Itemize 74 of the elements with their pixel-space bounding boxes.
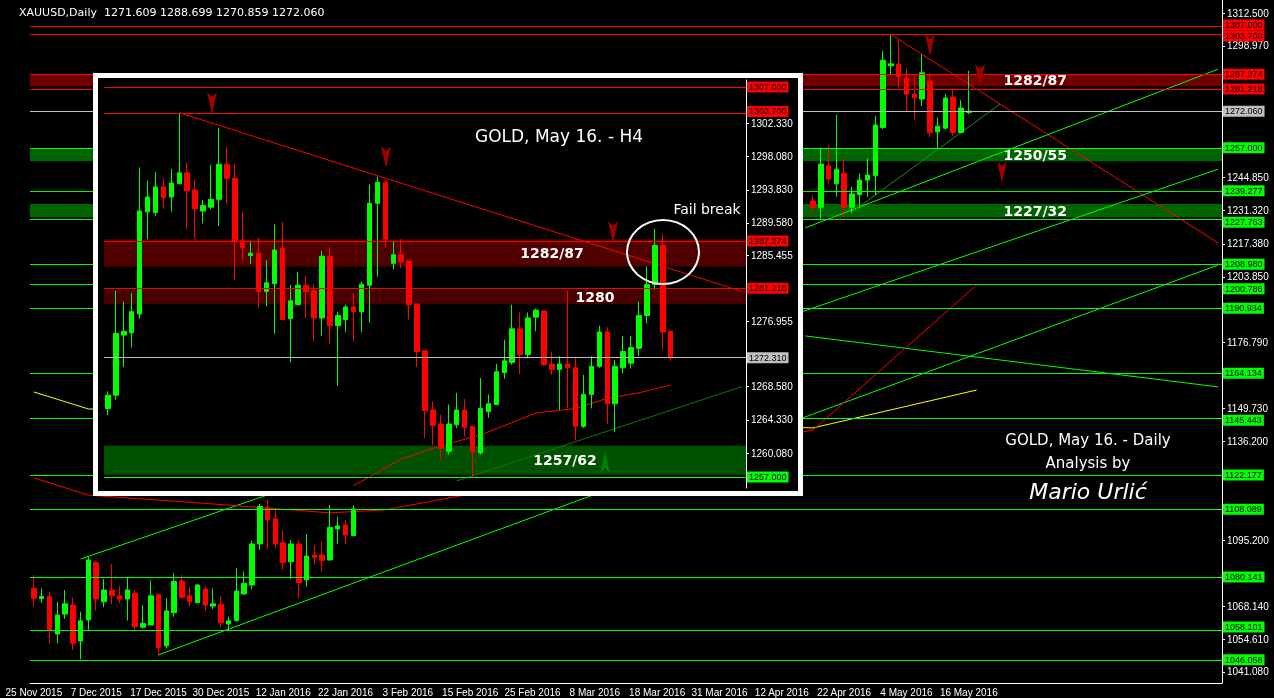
band-label: 1250/55 xyxy=(1003,147,1067,164)
x-tick-label: 30 Dec 2015 xyxy=(192,686,250,698)
text: XAUUSD,Daily 1271.609 1288.699 1270.859 1272.060 xyxy=(19,6,325,19)
ref-line-label: 1145.443 xyxy=(1225,415,1262,426)
ref-line-label: 1281.218 xyxy=(749,283,787,294)
ref-line-label: 1303.700 xyxy=(1225,30,1263,41)
ref-line-label: 1303.700 xyxy=(749,106,787,117)
ref-line-label: 1307.000 xyxy=(749,82,787,93)
ref-line-label: 1257.000 xyxy=(1225,142,1263,153)
y-tick-label: 1095.200 xyxy=(1227,535,1270,547)
ref-line-label: 1108.089 xyxy=(1225,504,1262,515)
band-label: 1227/32 xyxy=(1003,202,1067,219)
ref-line-label: 1227.763 xyxy=(1225,217,1263,228)
band-label: 1282/87 xyxy=(520,244,584,261)
y-tick-label: 1293.830 xyxy=(751,184,794,196)
x-tick-label: 12 Jan 2016 xyxy=(255,686,312,698)
ref-line-label: 1122.177 xyxy=(1225,470,1262,481)
ref-line-label: 1307.000 xyxy=(1225,19,1263,30)
x-tick-label: 3 Feb 2016 xyxy=(382,686,434,698)
x-tick-label: 25 Feb 2016 xyxy=(504,686,562,698)
x-tick-label: 25 Nov 2015 xyxy=(5,686,63,698)
x-tick-label: 4 May 2016 xyxy=(880,686,934,698)
y-tick-label: 1217.380 xyxy=(1227,238,1270,250)
y-tick-label: 1149.730 xyxy=(1227,402,1269,414)
band-label: 1257/62 xyxy=(533,452,597,469)
x-tick-label: 12 Apr 2016 xyxy=(754,686,810,698)
y-tick-label: 1285.455 xyxy=(751,249,794,261)
annotation: Fail break xyxy=(673,201,741,217)
y-tick-label: 1203.850 xyxy=(1227,271,1270,283)
ref-line-label: 1190.934 xyxy=(1225,303,1262,314)
x-tick-label: 15 Feb 2016 xyxy=(442,686,499,698)
annotation: Analysis by xyxy=(1045,454,1131,472)
y-tick-label: 1260.080 xyxy=(751,447,794,459)
y-tick-label: 1298.970 xyxy=(1227,40,1270,52)
ref-line-label: 1287.274 xyxy=(1225,69,1263,80)
y-tick-label: 1268.580 xyxy=(751,381,794,393)
x-tick-label: 18 Mar 2016 xyxy=(629,686,686,698)
y-tick-label: 1136.200 xyxy=(1227,435,1269,447)
y-tick-label: 1276.955 xyxy=(751,315,794,327)
ref-line-label: 1239.277 xyxy=(1225,185,1263,196)
text: GOLD, May 16. - H4 xyxy=(475,125,644,146)
x-tick-label: 17 Dec 2015 xyxy=(130,686,188,698)
x-tick-label: 22 Apr 2016 xyxy=(817,686,872,698)
y-tick-label: 1068.140 xyxy=(1227,600,1270,612)
ref-line-label: 1080.141 xyxy=(1225,572,1263,583)
y-tick-label: 1302.330 xyxy=(751,117,794,129)
ref-line-label: 1046.058 xyxy=(1225,654,1263,665)
y-tick-label: 1041.080 xyxy=(1227,666,1270,678)
y-tick-label: 1176.790 xyxy=(1227,337,1269,348)
band-label: 1282/87 xyxy=(1003,72,1067,89)
ref-line-label: 1164.134 xyxy=(1225,368,1262,379)
x-tick-label: 31 Mar 2016 xyxy=(691,686,748,698)
y-tick-label: 1289.580 xyxy=(751,217,794,229)
y-tick-label: 1244.850 xyxy=(1227,171,1270,183)
band-label: 1280 xyxy=(575,288,615,305)
x-tick-label: 7 Dec 2015 xyxy=(70,686,123,698)
ref-line-label: 1281.218 xyxy=(1225,84,1263,95)
y-tick-label: 1264.330 xyxy=(751,414,794,426)
x-tick-label: 22 Jan 2016 xyxy=(318,686,374,698)
y-tick-label: 1054.610 xyxy=(1227,633,1270,645)
x-tick-label: 8 Mar 2016 xyxy=(569,686,621,698)
annotation: GOLD, May 16. - Daily xyxy=(1005,431,1171,449)
ref-line-label: 1287.274 xyxy=(749,235,787,246)
ref-line-label: 1058.101 xyxy=(1225,622,1263,633)
y-tick-label: 1231.320 xyxy=(1227,204,1270,216)
annotation: Mario Urlić xyxy=(1029,478,1147,504)
ref-line-label: 1208.980 xyxy=(1225,259,1263,270)
ref-line-label: 1257.000 xyxy=(749,472,787,483)
ref-line-label: 1272.060 xyxy=(1225,106,1263,117)
x-tick-label: 16 May 2016 xyxy=(939,686,999,698)
ref-line-label: 1200.786 xyxy=(1225,283,1263,294)
y-tick-label: 1298.080 xyxy=(751,151,794,163)
ref-line-label: 1272.310 xyxy=(749,352,787,363)
y-tick-label: 1312.500 xyxy=(1227,7,1270,19)
